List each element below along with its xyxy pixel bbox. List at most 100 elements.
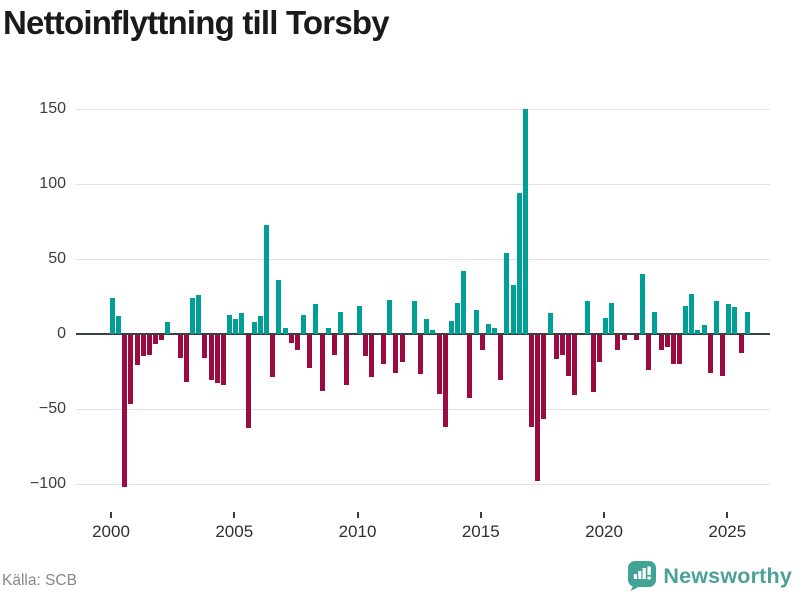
bar-2005-q3 [245, 335, 251, 428]
bar-2011-q4 [399, 335, 405, 362]
bar-2000-q2 [116, 316, 122, 334]
bar-2013-q4 [448, 320, 454, 334]
bar-2011-q1 [381, 335, 387, 364]
newsworthy-logo-text: Newsworthy [663, 563, 792, 588]
x-axis-label: 2020 [585, 522, 623, 541]
gridline [76, 259, 770, 260]
bar-2023-q2 [683, 305, 689, 334]
bar-2009-q3 [344, 335, 350, 385]
bar-2017-q3 [541, 335, 547, 419]
bar-2000-q4 [128, 335, 134, 404]
bar-2003-q4 [202, 335, 208, 358]
bar-2005-q1 [233, 319, 239, 334]
x-axis-label: 2015 [461, 522, 500, 541]
bar-2018-q3 [566, 335, 572, 376]
y-axis-label: 100 [39, 175, 66, 192]
bar-2010-q2 [362, 335, 368, 356]
bar-2015-q4 [498, 335, 504, 380]
bar-2025-q3 [738, 335, 744, 353]
bar-2016-q3 [516, 193, 522, 334]
bar-2021-q2 [633, 335, 639, 340]
bar-2004-q4 [227, 314, 233, 334]
bar-2010-q1 [356, 305, 362, 334]
bar-2001-q3 [146, 335, 152, 355]
bar-2010-q3 [368, 335, 374, 377]
bar-2014-q3 [467, 335, 473, 398]
bar-2007-q1 [282, 328, 288, 334]
gridline [76, 409, 770, 410]
gridline [76, 484, 770, 485]
bar-2024-q1 [701, 325, 707, 334]
x-axis-label: 2010 [338, 522, 377, 541]
bar-2000-q3 [122, 335, 128, 487]
bar-2024-q4 [720, 335, 726, 376]
y-axis-label: 50 [48, 250, 66, 267]
bar-2011-q3 [393, 335, 399, 373]
newsworthy-logo: Newsworthy [628, 561, 792, 591]
bar-2006-q2 [264, 224, 270, 334]
bar-2008-q2 [313, 304, 319, 334]
bar-2001-q1 [134, 335, 140, 365]
x-axis-tick [356, 512, 359, 518]
bar-2019-q4 [596, 335, 602, 362]
bar-2005-q4 [251, 322, 257, 334]
bar-2002-q1 [159, 335, 165, 340]
bar-2013-q2 [436, 335, 442, 394]
bar-2003-q3 [196, 295, 202, 334]
bar-2017-q4 [547, 313, 553, 334]
bar-2015-q1 [479, 335, 485, 350]
y-axis-label: −100 [29, 475, 66, 492]
bar-2013-q1 [430, 329, 436, 334]
bar-2017-q1 [529, 335, 535, 427]
x-axis-tick [726, 512, 729, 518]
x-axis-tick [233, 512, 236, 518]
bar-2015-q2 [485, 323, 491, 334]
bar-2004-q1 [208, 335, 214, 380]
bar-2021-q3 [640, 274, 646, 334]
bar-2008-q4 [325, 328, 331, 334]
x-axis-label: 2025 [708, 522, 747, 541]
bar-2011-q2 [387, 299, 393, 334]
bar-2015-q3 [492, 328, 498, 334]
bar-2024-q2 [707, 335, 713, 373]
bar-2000-q1 [110, 298, 115, 334]
bar-2002-q4 [177, 335, 183, 358]
zero-axis-line [76, 333, 770, 335]
y-axis-label: −50 [38, 400, 66, 417]
bar-2002-q2 [165, 322, 171, 334]
bar-2020-q3 [615, 335, 621, 350]
bar-2025-q4 [744, 311, 750, 334]
bar-2019-q3 [590, 335, 596, 392]
bar-2020-q4 [621, 335, 627, 340]
bar-2023-q4 [695, 329, 701, 334]
bar-2014-q1 [455, 302, 461, 334]
bar-2014-q4 [473, 310, 479, 334]
bar-2009-q2 [338, 311, 344, 334]
bar-2001-q2 [140, 335, 146, 356]
y-axis-label: 150 [39, 100, 66, 117]
bar-2008-q3 [319, 335, 325, 391]
bar-2022-q1 [652, 311, 658, 334]
x-axis-tick [110, 512, 112, 518]
gridline [76, 184, 770, 185]
bar-2023-q1 [676, 335, 682, 364]
bar-2007-q3 [294, 335, 300, 350]
bar-2006-q1 [257, 316, 263, 334]
bar-2016-q1 [504, 253, 510, 334]
bar-2006-q3 [270, 335, 276, 377]
bar-2022-q2 [658, 335, 664, 350]
bar-2012-q3 [418, 335, 424, 374]
bar-2008-q1 [307, 335, 313, 368]
x-axis-tick [479, 512, 482, 518]
bar-2012-q4 [424, 319, 430, 334]
bar-2014-q2 [461, 271, 467, 334]
source-label: Källa: SCB [2, 572, 77, 589]
plot-area: 2000 2005 2010 2015 2020 2025 [76, 85, 770, 541]
bar-2004-q2 [214, 335, 220, 383]
bar-2001-q4 [153, 335, 159, 344]
gridline [76, 109, 770, 110]
x-axis-label: 2000 [92, 522, 130, 541]
bar-2025-q1 [726, 304, 732, 334]
x-axis-label: 2005 [215, 522, 254, 541]
